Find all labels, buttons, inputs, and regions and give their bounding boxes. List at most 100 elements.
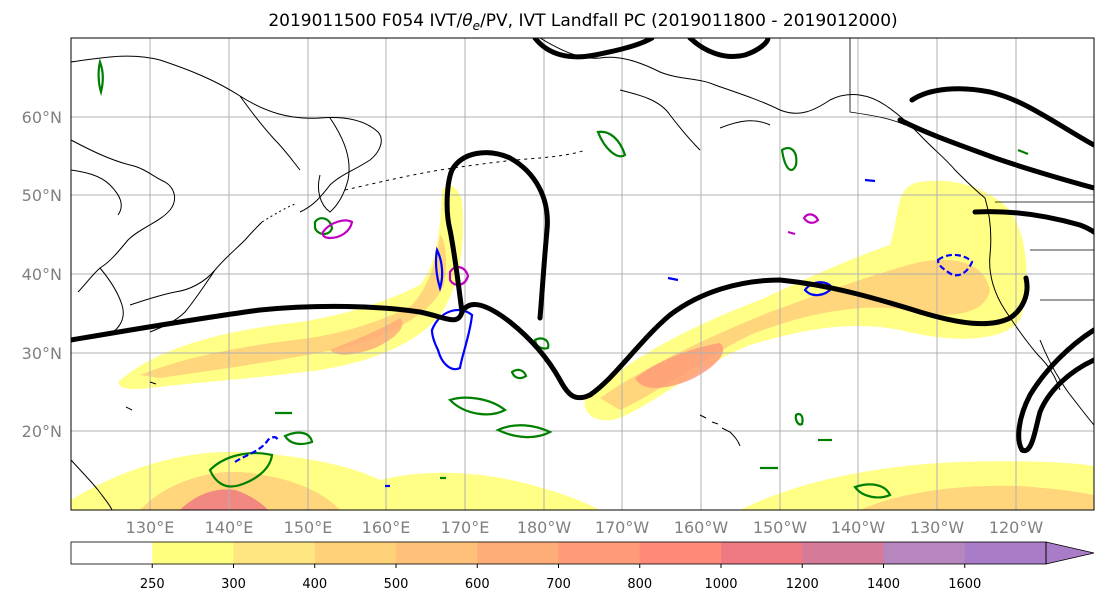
longitude-labels: 130°E 140°E 150°E 160°E 170°E 180°W 170°… — [126, 518, 1044, 537]
colorbar-segment — [721, 542, 803, 564]
lon-label-130e: 130°E — [126, 518, 175, 537]
theta-e-contours — [97, 58, 1029, 499]
magenta-contour-1 — [321, 219, 354, 240]
colorbar-tick-label: 700 — [546, 577, 571, 592]
green-contour-12 — [794, 412, 804, 426]
coast-na-west — [984, 197, 1061, 391]
map-frame — [70, 37, 1095, 511]
colorbar-ticks: 250 300 400 500 600 700 800 1000 1200 1400 1600 — [140, 564, 981, 592]
colorbar-segment — [396, 542, 478, 564]
ivt-filament-west-mid — [140, 235, 447, 378]
colorbar-tick-label: 600 — [465, 577, 490, 592]
pv-north-contour — [532, 38, 771, 60]
colorbar: 250 300 400 500 600 700 800 1000 1200 1400 1600 — [70, 541, 1095, 592]
green-contour-8 — [283, 431, 314, 446]
coast-hawaii — [699, 414, 741, 447]
green-contour-4 — [780, 147, 798, 172]
lon-label-130w: 130°W — [910, 518, 965, 537]
blue-contour-4 — [936, 253, 974, 277]
coast-korea-japan — [99, 221, 263, 335]
colorbar-tick-label: 1400 — [867, 577, 900, 592]
colorbar-segment — [883, 542, 966, 564]
lon-label-170e: 170°E — [441, 518, 490, 537]
ivt-south-west-mid — [140, 471, 340, 510]
blue-contour-5 — [234, 436, 280, 463]
green-contour-9 — [853, 483, 892, 499]
colorbar-tick-label: 250 — [140, 577, 165, 592]
pv-southeast-contour — [1016, 327, 1094, 454]
magenta-contours — [321, 213, 820, 286]
colorbar-tick-label: 1600 — [948, 577, 981, 592]
colorbar-segment — [558, 542, 641, 564]
ivt-filament-central-mid — [600, 259, 990, 410]
colorbar-tick-label: 1200 — [786, 577, 819, 592]
title-subscript: e — [473, 19, 480, 33]
colorbar-segment — [802, 542, 884, 564]
lat-label-30: 30°N — [22, 344, 62, 363]
colorbar-segment — [71, 542, 153, 564]
pv-contours — [71, 38, 1094, 454]
lon-label-140e: 140°E — [205, 518, 254, 537]
green-contour-5 — [447, 396, 507, 416]
coast-islands-west — [71, 381, 157, 510]
coast-kamchatka — [317, 117, 350, 213]
title-theta: θ — [462, 11, 473, 31]
ivt-south-east-mid — [860, 485, 1094, 510]
colorbar-segment — [639, 542, 722, 564]
colorbar-tick-label: 800 — [627, 577, 652, 592]
lon-label-160e: 160°E — [362, 518, 411, 537]
colorbar-tick-label: 500 — [384, 577, 409, 592]
blue-contour-6 — [864, 178, 876, 183]
ivt-shading — [71, 180, 1094, 510]
lon-label-150w: 150°W — [753, 518, 808, 537]
title-main: 2019011500 F054 IVT/ — [268, 11, 462, 31]
pv-trough-loop — [444, 150, 550, 321]
ivt-south-west-core — [180, 489, 268, 510]
colorbar-segment — [314, 542, 397, 564]
green-contour-6 — [495, 424, 553, 439]
green-contour-3 — [596, 130, 627, 158]
lat-label-50: 50°N — [22, 186, 62, 205]
coast-aleutian — [344, 149, 586, 191]
green-contour-10 — [510, 368, 528, 380]
green-contour-1 — [97, 58, 104, 97]
lon-label-180w: 180°W — [517, 518, 572, 537]
figure-title: 2019011500 F054 IVT/θe/PV, IVT Landfall … — [268, 11, 897, 33]
coast-baja — [1039, 339, 1094, 426]
pv-main-contour — [71, 275, 1030, 401]
lat-label-40: 40°N — [22, 265, 62, 284]
latitude-labels: 60°N 50°N 40°N 30°N 20°N — [22, 108, 62, 441]
green-contour-2 — [313, 217, 334, 236]
green-contour-7 — [208, 452, 274, 488]
lat-label-60: 60°N — [22, 108, 62, 127]
coast-kuril — [261, 203, 296, 223]
colorbar-extend-arrow — [1045, 541, 1095, 565]
colorbar-tick-label: 300 — [221, 577, 246, 592]
green-contour-17 — [1017, 148, 1029, 156]
lon-label-140w: 140°W — [831, 518, 886, 537]
colorbar-tick-label: 400 — [302, 577, 327, 592]
lon-label-160w: 160°W — [674, 518, 729, 537]
magenta-contour-4 — [787, 230, 796, 236]
lon-label-150e: 150°E — [284, 518, 333, 537]
blue-contour-1 — [434, 246, 444, 292]
map-panel — [71, 38, 1094, 510]
coast-alaska — [539, 38, 986, 199]
pv-northeast-contour — [897, 86, 1094, 191]
colorbar-segments — [71, 542, 1047, 564]
coastlines — [71, 38, 1094, 510]
colorbar-segment — [152, 542, 234, 564]
colorbar-segment — [964, 542, 1047, 564]
border-canada-us — [849, 38, 1094, 301]
ivt-filament-west-core — [330, 318, 403, 355]
title-rest: /PV, IVT Landfall PC (2019011800 - 20190… — [480, 11, 898, 31]
lat-label-20: 20°N — [22, 422, 62, 441]
pv-east-contour — [972, 209, 1094, 235]
magenta-contour-3 — [802, 213, 820, 224]
blue-contour-7 — [667, 276, 679, 282]
lon-label-120w: 120°W — [989, 518, 1044, 537]
colorbar-segment — [233, 542, 316, 564]
colorbar-tick-label: 1000 — [704, 577, 737, 592]
